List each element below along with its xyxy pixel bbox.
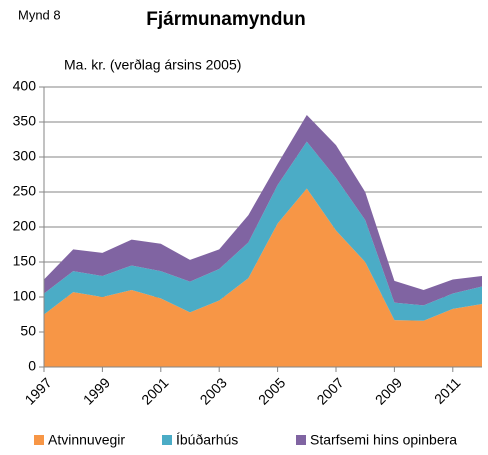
x-tick-label: 2007 — [313, 374, 346, 407]
y-tick-label: 400 — [13, 78, 37, 94]
legend-swatch — [296, 435, 306, 445]
y-tick-label: 300 — [13, 148, 37, 164]
y-tick-label: 250 — [13, 183, 37, 199]
legend-label: Íbúðarhús — [176, 432, 238, 448]
legend-label: Atvinnuvegir — [48, 432, 125, 448]
legend-swatch — [162, 435, 172, 445]
x-tick-label: 2009 — [372, 374, 405, 407]
area — [44, 141, 482, 321]
legend-label: Starfsemi hins opinbera — [310, 432, 457, 448]
y-tick-label: 50 — [20, 323, 36, 339]
x-tick-label: 2001 — [138, 374, 171, 407]
x-tick-label: 1999 — [80, 374, 113, 407]
figure-label: Mynd 8 — [18, 7, 61, 22]
area — [44, 115, 482, 306]
x-tick-label: 2003 — [197, 374, 230, 407]
y-tick-label: 150 — [13, 253, 37, 269]
chart-title: Fjármunamyndun — [146, 9, 305, 30]
y-tick-label: 200 — [13, 218, 37, 234]
x-tick-label: 2005 — [255, 374, 288, 407]
y-tick-label: 0 — [28, 358, 36, 374]
y-tick-label: 100 — [13, 288, 37, 304]
x-tick-label: 1997 — [21, 374, 54, 407]
area — [44, 188, 482, 367]
legend-swatch — [34, 435, 44, 445]
x-tick-label: 2011 — [431, 374, 464, 407]
y-tick-label: 350 — [13, 113, 37, 129]
subtitle: Ma. kr. (verðlag ársins 2005) — [64, 57, 241, 73]
